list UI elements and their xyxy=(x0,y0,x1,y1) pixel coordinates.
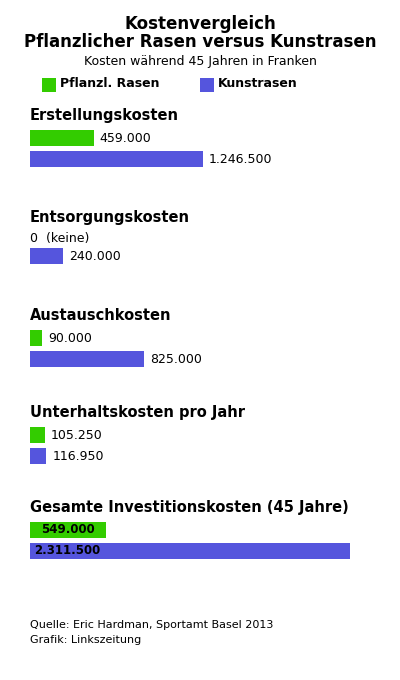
Text: 90.000: 90.000 xyxy=(48,332,92,345)
Bar xyxy=(30,448,46,464)
Bar xyxy=(30,330,42,346)
Text: Kunstrasen: Kunstrasen xyxy=(218,77,298,90)
Bar xyxy=(30,248,63,264)
Text: 105.250: 105.250 xyxy=(50,429,102,442)
Bar xyxy=(30,151,202,167)
Bar xyxy=(42,78,56,92)
Text: Erstellungskosten: Erstellungskosten xyxy=(30,108,179,123)
Text: Pflanzl. Rasen: Pflanzl. Rasen xyxy=(60,77,160,90)
Text: Quelle: Eric Hardman, Sportamt Basel 2013
Grafik: Linkszeitung: Quelle: Eric Hardman, Sportamt Basel 201… xyxy=(30,620,273,645)
Text: Kostenvergleich: Kostenvergleich xyxy=(124,15,276,33)
Bar xyxy=(200,78,214,92)
Text: Gesamte Investitionskosten (45 Jahre): Gesamte Investitionskosten (45 Jahre) xyxy=(30,500,349,515)
Text: 549.000: 549.000 xyxy=(41,523,95,536)
Text: Entsorgungskosten: Entsorgungskosten xyxy=(30,210,190,225)
Bar xyxy=(30,522,106,538)
Bar xyxy=(30,351,144,367)
Text: 825.000: 825.000 xyxy=(150,353,202,366)
Text: 116.950: 116.950 xyxy=(52,450,104,463)
Text: Austauschkosten: Austauschkosten xyxy=(30,308,172,323)
Text: 240.000: 240.000 xyxy=(69,250,121,263)
Bar xyxy=(30,427,44,443)
Text: 0  (keine): 0 (keine) xyxy=(30,232,89,245)
Text: 459.000: 459.000 xyxy=(100,132,151,145)
Bar xyxy=(30,543,350,559)
Bar xyxy=(30,130,94,146)
Text: Kosten während 45 Jahren in Franken: Kosten während 45 Jahren in Franken xyxy=(84,55,316,68)
Text: 2.311.500: 2.311.500 xyxy=(34,544,100,557)
Text: Unterhaltskosten pro Jahr: Unterhaltskosten pro Jahr xyxy=(30,405,245,420)
Text: 1.246.500: 1.246.500 xyxy=(208,153,272,166)
Text: Pflanzlicher Rasen versus Kunstrasen: Pflanzlicher Rasen versus Kunstrasen xyxy=(24,33,376,51)
